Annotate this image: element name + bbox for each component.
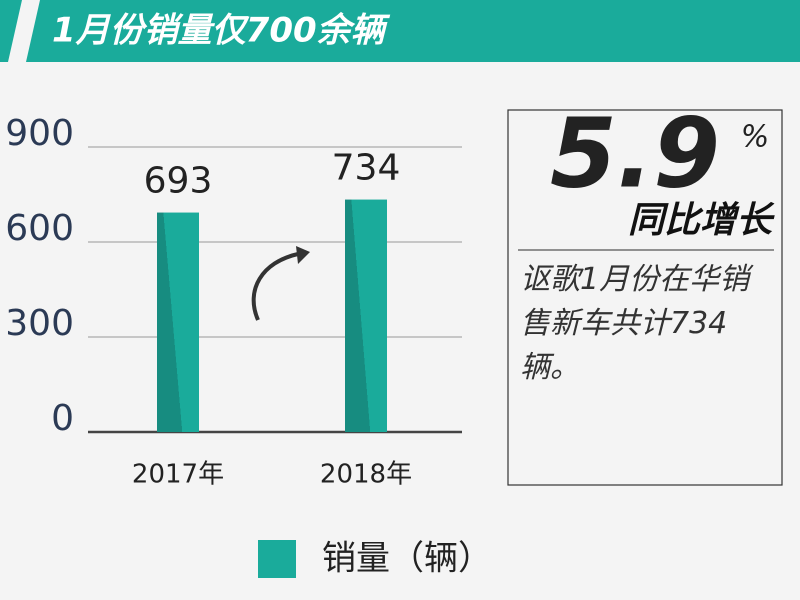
y-tick-label: 900 xyxy=(5,113,74,154)
y-tick-label: 300 xyxy=(5,303,74,344)
x-tick-label: 2018年 xyxy=(320,460,412,490)
value-label: 693 xyxy=(144,161,213,202)
bar xyxy=(345,199,387,432)
header-band xyxy=(26,0,800,62)
header-title: 1月份销量仅700余辆 xyxy=(52,11,391,51)
callout-label: 同比增长 xyxy=(628,200,775,241)
callout-unit: % xyxy=(741,120,770,155)
callout-text: 讴歌1月份在华销售新车共计734辆。 xyxy=(520,262,750,385)
y-tick-label: 600 xyxy=(5,208,74,249)
callout-value: 5.9 xyxy=(550,97,720,209)
legend-label: 销量（辆） xyxy=(322,539,492,579)
x-tick-label: 2017年 xyxy=(132,460,224,490)
value-label: 734 xyxy=(332,148,401,189)
header-stripe xyxy=(0,0,22,62)
trend-arrow-head xyxy=(296,246,310,264)
callout-box xyxy=(507,109,783,486)
legend-swatch xyxy=(258,540,296,578)
y-tick-label: 0 xyxy=(51,398,74,439)
trend-arrow xyxy=(251,252,299,321)
bar xyxy=(157,212,199,432)
